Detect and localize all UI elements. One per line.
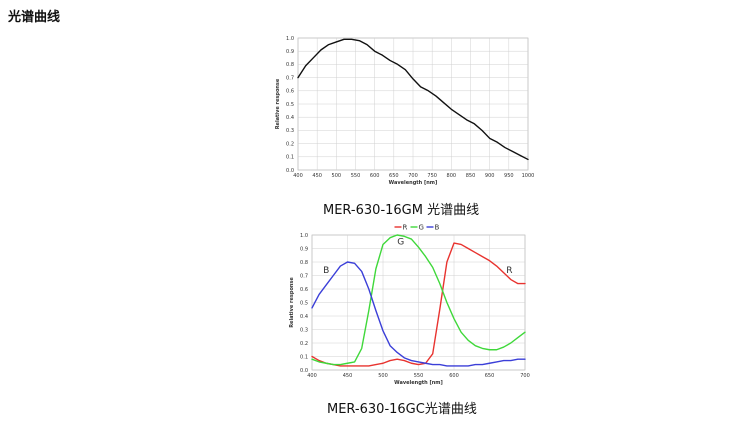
color-series-b-line [311,261,526,367]
mono-spectral-chart-svg: 400 450 500 550 600 650 700 750 800 850 900 950 1000… [275,36,535,186]
mono-y-tick-label: 0.6 [286,89,294,95]
color-x-tick-label: 550 [414,373,424,379]
mono-y-tick-label: 0.0 [286,168,294,174]
mono-x-tick-label: 950 [504,173,514,179]
mono-x-tick-label: 750 [427,173,437,179]
color-chart-caption: MER-630-16GC光谱曲线 [327,402,477,417]
mono-chart-caption: MER-630-16GM 光谱曲线 [323,203,480,218]
color-x-tick-label: 500 [378,373,388,379]
page-title: 光谱曲线 [8,10,61,25]
color-x-tick-label: 600 [449,373,459,379]
mono-y-tick-label: 0.1 [286,155,294,161]
color-annotation-r: R [506,266,512,276]
mono-x-tick-label: 700 [408,173,418,179]
mono-x-tick-label: 500 [332,173,342,179]
color-y-tick-label: 1.0 [300,233,308,239]
mono-x-tick-label: 650 [389,173,399,179]
mono-x-tick-label: 450 [312,173,322,179]
color-x-tick-label: 650 [485,373,495,379]
mono-x-tick-label: 850 [466,173,476,179]
color-y-tick-label: 0.4 [300,314,308,320]
mono-x-tick-label: 1000 [522,173,535,179]
mono-y-tick-label: 0.2 [286,141,294,147]
color-x-tick-label: 450 [343,373,353,379]
mono-x-tick-label: 600 [370,173,380,179]
color-y-tick-label: 0.1 [300,354,308,360]
color-y-axis-label: Relative response [289,277,295,328]
mono-y-tick-label: 0.8 [286,62,294,68]
color-y-tick-label: 0.5 [300,300,308,306]
color-annotation-g: G [397,237,404,247]
color-y-tick-label: 0.8 [300,260,308,266]
color-x-axis-label: Wavelength [nm] [394,380,443,386]
color-series-r-line [311,242,526,367]
color-y-tick-label: 0.0 [300,368,308,374]
color-series-g-line [311,234,526,366]
mono-x-tick-label: 800 [447,173,457,179]
color-legend-label-b: B [435,223,440,231]
mono-series-1-line [297,38,529,161]
color-x-tick-label: 400 [307,373,317,379]
mono-spectral-chart: 400 450 500 550 600 650 700 750 800 850 900 950 1000… [272,32,536,192]
mono-y-tick-label: 0.7 [286,75,294,81]
mono-y-tick-label: 0.3 [286,128,294,134]
mono-y-tick-label: 0.9 [286,49,294,55]
color-x-tick-label: 700 [520,373,530,379]
color-spectral-chart: 400 450 500 550 600 650 700 0.0 0.1 0.2 0.3 0.4 0.5 0… [272,222,536,390]
mono-x-tick-label: 550 [351,173,361,179]
color-legend-label-g: G [419,223,424,231]
mono-x-tick-label: 400 [293,173,303,179]
mono-x-axis-label: Wavelength [nm] [389,180,438,186]
color-y-tick-label: 0.7 [300,273,308,279]
mono-y-axis-label: Relative response [275,78,281,129]
color-spectral-chart-svg: 400 450 500 550 600 650 700 0.0 0.1 0.2 0.3 0.4 0.5 0… [289,223,530,386]
mono-x-tick-label: 900 [485,173,495,179]
color-y-tick-label: 0.9 [300,246,308,252]
color-y-tick-label: 0.2 [300,341,308,347]
color-y-tick-label: 0.6 [300,287,308,293]
color-legend-label-r: R [403,223,408,231]
color-annotation-b: B [323,266,329,276]
mono-y-tick-label: 0.5 [286,102,294,108]
color-y-tick-label: 0.3 [300,327,308,333]
mono-y-tick-label: 1.0 [286,36,294,42]
mono-y-tick-label: 0.4 [286,115,294,121]
